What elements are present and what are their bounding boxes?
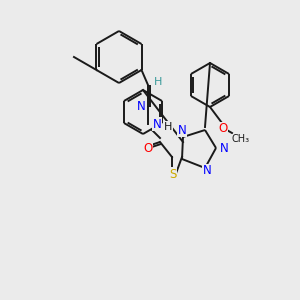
Text: CH₃: CH₃	[232, 134, 250, 144]
Text: S: S	[169, 167, 177, 181]
Text: H: H	[154, 77, 162, 87]
Text: N: N	[136, 100, 146, 112]
Text: N: N	[220, 142, 228, 154]
Text: O: O	[218, 122, 228, 136]
Text: N: N	[202, 164, 211, 178]
Text: O: O	[143, 142, 153, 154]
Text: N: N	[153, 118, 161, 130]
Text: N: N	[178, 124, 186, 136]
Text: H: H	[164, 122, 172, 132]
